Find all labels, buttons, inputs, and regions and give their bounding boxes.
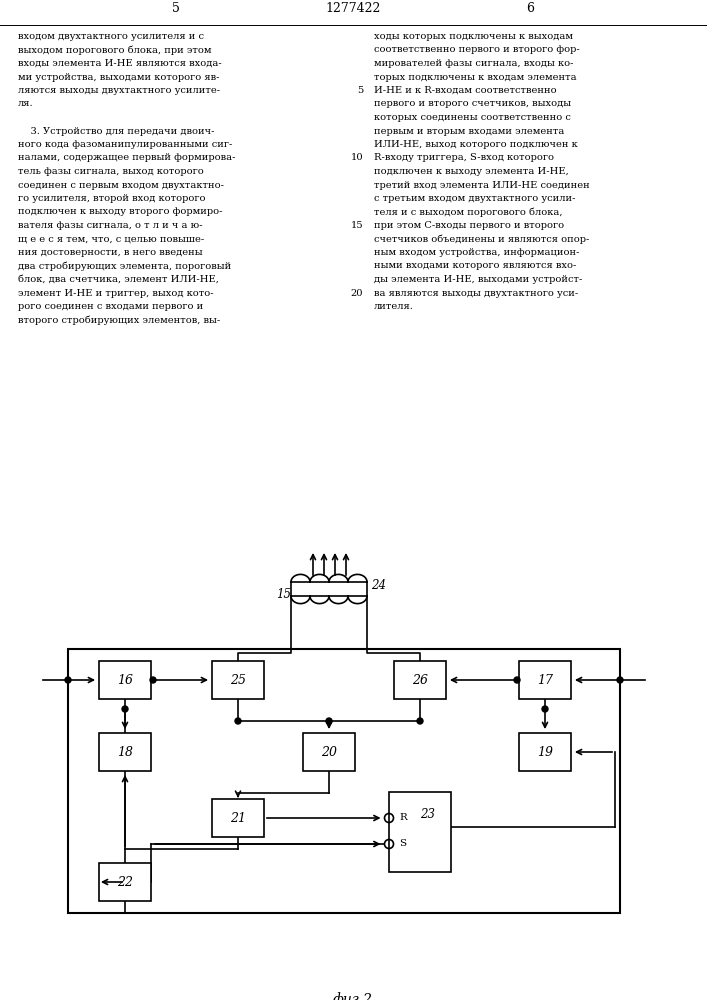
Bar: [519, 733, 571, 771]
Text: подключен к выходу второго формиро-: подключен к выходу второго формиро-: [18, 208, 223, 217]
Text: ды элемента И-НЕ, выходами устройст-: ды элемента И-НЕ, выходами устройст-: [374, 275, 583, 284]
Text: ного кода фазоманипулированными сиг-: ного кода фазоманипулированными сиг-: [18, 140, 233, 149]
Bar: [99, 733, 151, 771]
Text: лителя.: лителя.: [374, 302, 414, 311]
Bar: [212, 661, 264, 699]
Text: 15: 15: [276, 587, 291, 600]
Bar: [99, 863, 151, 901]
Text: при этом С-входы первого и второго: при этом С-входы первого и второго: [374, 221, 564, 230]
Text: 1277422: 1277422: [325, 2, 380, 15]
Circle shape: [326, 718, 332, 724]
Text: ными входами которого являются вхо-: ными входами которого являются вхо-: [374, 261, 576, 270]
Text: 17: 17: [537, 674, 553, 686]
Bar: [68, 649, 620, 913]
Text: И-НЕ и к R-входам соответственно: И-НЕ и к R-входам соответственно: [374, 86, 556, 95]
Text: 19: 19: [537, 746, 553, 758]
Text: фиг.2: фиг.2: [333, 992, 373, 1000]
Text: выходом порогового блока, при этом: выходом порогового блока, при этом: [18, 45, 211, 55]
Text: с третьим входом двухтактного усили-: с третьим входом двухтактного усили-: [374, 194, 575, 203]
Circle shape: [122, 706, 128, 712]
Text: щ е е с я тем, что, с целью повыше-: щ е е с я тем, что, с целью повыше-: [18, 234, 204, 243]
Text: соответственно первого и второго фор-: соответственно первого и второго фор-: [374, 45, 580, 54]
Text: 21: 21: [230, 812, 246, 824]
Text: 20: 20: [321, 746, 337, 758]
Text: ния достоверности, в него введены: ния достоверности, в него введены: [18, 248, 203, 257]
Text: 26: 26: [412, 674, 428, 686]
Text: тель фазы сигнала, выход которого: тель фазы сигнала, выход которого: [18, 167, 204, 176]
Text: налами, содержащее первый формирова-: налами, содержащее первый формирова-: [18, 153, 235, 162]
Text: R: R: [399, 814, 407, 822]
Text: ва являются выходы двухтактного уси-: ва являются выходы двухтактного уси-: [374, 288, 578, 298]
Text: торых подключены к входам элемента: торых подключены к входам элемента: [374, 73, 577, 82]
Bar: [99, 661, 151, 699]
Text: 6: 6: [526, 2, 534, 15]
Text: подключен к выходу элемента И-НЕ,: подключен к выходу элемента И-НЕ,: [374, 167, 568, 176]
Text: 24: 24: [371, 579, 386, 592]
Bar: [394, 661, 446, 699]
Text: S: S: [399, 840, 406, 848]
Text: ходы которых подключены к выходам: ходы которых подключены к выходам: [374, 32, 573, 41]
Circle shape: [514, 677, 520, 683]
Text: второго стробирующих элементов, вы-: второго стробирующих элементов, вы-: [18, 316, 221, 325]
Circle shape: [150, 677, 156, 683]
Text: рого соединен с входами первого и: рого соединен с входами первого и: [18, 302, 203, 311]
Text: соединен с первым входом двухтактно-: соединен с первым входом двухтактно-: [18, 180, 224, 190]
Text: первого и второго счетчиков, выходы: первого и второго счетчиков, выходы: [374, 100, 571, 108]
Text: 3. Устройство для передачи двоич-: 3. Устройство для передачи двоич-: [18, 126, 214, 135]
Text: входом двухтактного усилителя и с: входом двухтактного усилителя и с: [18, 32, 204, 41]
Text: ИЛИ-НЕ, выход которого подключен к: ИЛИ-НЕ, выход которого подключен к: [374, 140, 578, 149]
Text: теля и с выходом порогового блока,: теля и с выходом порогового блока,: [374, 208, 563, 217]
Circle shape: [65, 677, 71, 683]
Text: R-входу триггера, S-вход которого: R-входу триггера, S-вход которого: [374, 153, 554, 162]
Text: входы элемента И-НЕ являются входа-: входы элемента И-НЕ являются входа-: [18, 59, 222, 68]
Text: 5: 5: [357, 86, 363, 95]
Text: 5: 5: [172, 2, 180, 15]
Text: третий вход элемента ИЛИ-НЕ соединен: третий вход элемента ИЛИ-НЕ соединен: [374, 180, 590, 190]
Text: первым и вторым входами элемента: первым и вторым входами элемента: [374, 126, 564, 135]
Text: 16: 16: [117, 674, 133, 686]
Text: мирователей фазы сигнала, входы ко-: мирователей фазы сигнала, входы ко-: [374, 59, 573, 68]
Circle shape: [617, 677, 623, 683]
Circle shape: [417, 718, 423, 724]
Bar: [303, 733, 355, 771]
Text: 15: 15: [351, 221, 363, 230]
Text: два стробирующих элемента, пороговый: два стробирующих элемента, пороговый: [18, 261, 231, 271]
Text: счетчиков объединены и являются опор-: счетчиков объединены и являются опор-: [374, 234, 590, 244]
Text: 23: 23: [421, 808, 436, 820]
Text: го усилителя, второй вход которого: го усилителя, второй вход которого: [18, 194, 206, 203]
Text: 18: 18: [117, 746, 133, 758]
Text: вателя фазы сигнала, о т л и ч а ю-: вателя фазы сигнала, о т л и ч а ю-: [18, 221, 203, 230]
Text: 10: 10: [351, 153, 363, 162]
Bar: [519, 661, 571, 699]
Text: блок, два счетчика, элемент ИЛИ-НЕ,: блок, два счетчика, элемент ИЛИ-НЕ,: [18, 275, 219, 284]
Bar: [389, 792, 451, 872]
Bar: [212, 799, 264, 837]
Circle shape: [542, 706, 548, 712]
Text: 22: 22: [117, 876, 133, 888]
Text: элемент И-НЕ и триггер, выход кото-: элемент И-НЕ и триггер, выход кото-: [18, 288, 214, 298]
Text: ля.: ля.: [18, 100, 34, 108]
Text: 25: 25: [230, 674, 246, 686]
Text: 20: 20: [351, 288, 363, 298]
Circle shape: [235, 718, 241, 724]
Text: которых соединены соответственно с: которых соединены соответственно с: [374, 113, 571, 122]
Text: ным входом устройства, информацион-: ным входом устройства, информацион-: [374, 248, 580, 257]
Text: ляются выходы двухтактного усилите-: ляются выходы двухтактного усилите-: [18, 86, 220, 95]
Text: ми устройства, выходами которого яв-: ми устройства, выходами которого яв-: [18, 73, 219, 82]
